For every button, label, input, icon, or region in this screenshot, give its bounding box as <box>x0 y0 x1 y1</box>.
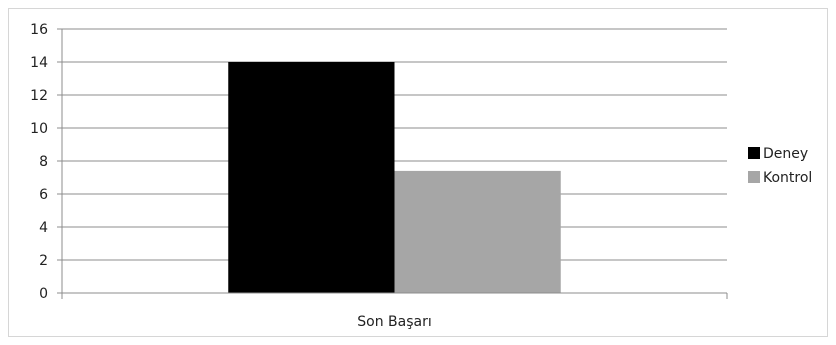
legend-label-deney: Deney <box>763 146 808 162</box>
y-tick-label: 0 <box>39 286 48 302</box>
y-tick-label: 8 <box>39 154 48 170</box>
axes <box>57 28 728 299</box>
y-tick-label: 14 <box>30 55 48 71</box>
y-tick-label: 16 <box>30 22 48 38</box>
bar-kontrol <box>394 170 561 293</box>
bar-deney <box>228 62 395 293</box>
y-tick-label: 2 <box>39 253 48 269</box>
legend-swatch-kontrol <box>748 171 760 183</box>
legend: Deney Kontrol <box>748 146 812 186</box>
y-tick-label: 4 <box>39 220 48 236</box>
y-tick-label: 10 <box>30 121 48 137</box>
x-category-label: Son Başarı <box>357 314 431 330</box>
bars <box>228 62 561 293</box>
legend-swatch-deney <box>748 147 760 159</box>
x-category-labels: Son Başarı <box>357 314 431 330</box>
y-tick-labels: 0 2 4 6 8 10 12 14 16 <box>30 22 48 302</box>
y-tick-label: 6 <box>39 187 48 203</box>
legend-label-kontrol: Kontrol <box>763 170 812 186</box>
y-tick-label: 12 <box>30 88 48 104</box>
